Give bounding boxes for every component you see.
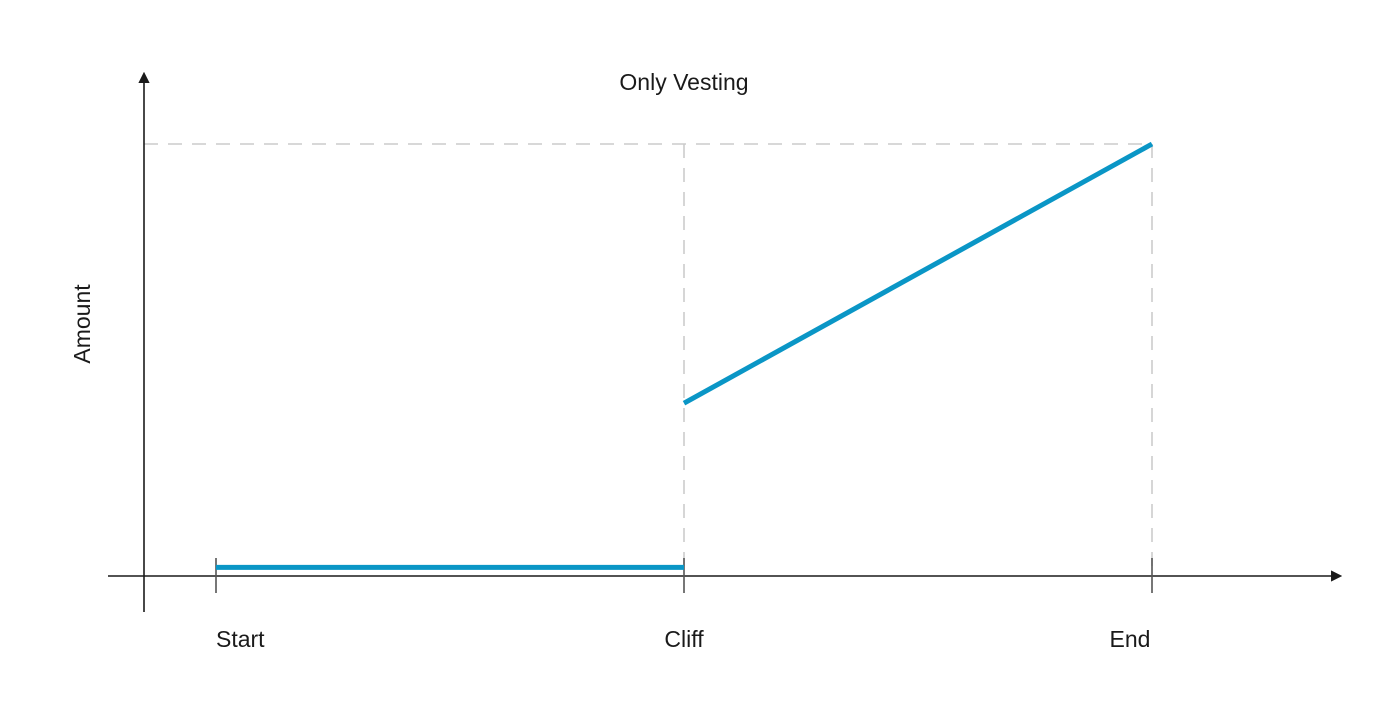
series-segment-2 — [682, 141, 1154, 406]
x-tick-labels: Start Cliff End — [216, 626, 1150, 652]
chart-title: Only Vesting — [619, 69, 748, 95]
x-tick-label-cliff: Cliff — [664, 626, 704, 652]
series-layer — [216, 141, 1154, 570]
reference-lines — [144, 143, 1153, 576]
x-tick-label-end: End — [1110, 626, 1151, 652]
x-tick-label-start: Start — [216, 626, 265, 652]
x-ticks — [215, 558, 1153, 593]
y-axis-label: Amount — [69, 284, 95, 364]
